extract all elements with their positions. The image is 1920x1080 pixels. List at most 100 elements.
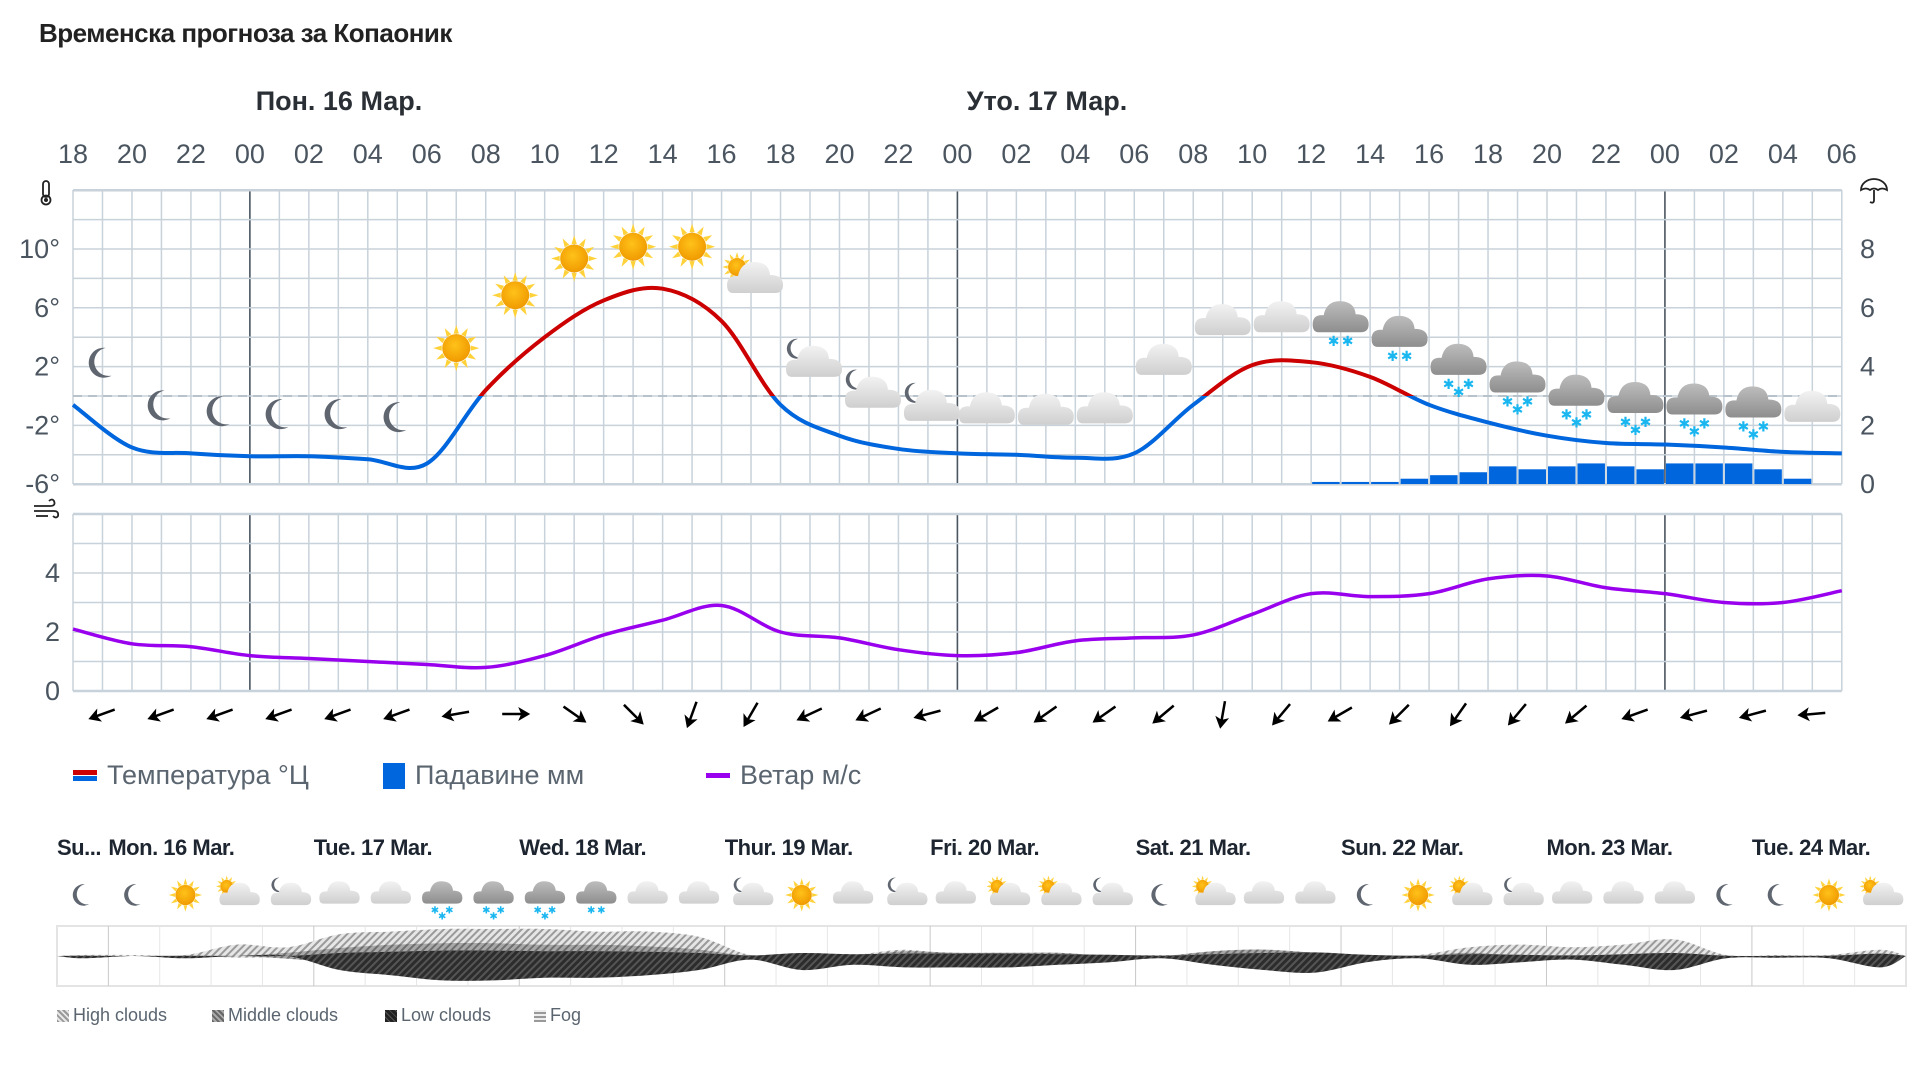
precip-bar: [1636, 469, 1664, 484]
weather-icon-moon: [206, 396, 230, 427]
weather-icon-cloud: [1076, 392, 1133, 424]
legend-middle-clouds: Middle clouds: [212, 1005, 338, 1026]
precip-bar: [1371, 481, 1399, 484]
wind-arrow-icon: [623, 703, 644, 725]
temp-axis-tick: 10°: [19, 234, 60, 264]
precip-bar: [1430, 475, 1458, 484]
overview-icon-moon-cloud: [733, 877, 774, 906]
hour-label: 14: [648, 139, 678, 169]
legend-low-clouds-label: Low clouds: [401, 1005, 492, 1025]
weather-icon-moon-cloud: [786, 338, 842, 377]
weather-icon-cloud: [1194, 304, 1251, 336]
weather-icon-moon: [147, 390, 171, 421]
svg-text:✱: ✱: [1328, 333, 1340, 349]
svg-text:✱: ✱: [1689, 424, 1701, 440]
overview-icon-sun-cloud: [1191, 875, 1236, 906]
weather-icon-cloud-light-snow: ✱ ✱: [1312, 301, 1369, 349]
overview-day-label: Sun. 22 Mar.: [1341, 835, 1464, 860]
svg-text:✱: ✱: [445, 906, 453, 917]
overview-icon-moon-cloud: [270, 877, 312, 906]
hour-label: 12: [589, 139, 619, 169]
wind-arrow-icon: [88, 708, 116, 722]
weather-icon-cloud-snow: ✱✱✱: [1725, 386, 1782, 442]
overview-icon-moon-cloud: [887, 877, 928, 906]
legend-temperature-swatch: [73, 770, 97, 781]
hour-label: 02: [1709, 139, 1739, 169]
day-header-tuesday: Уто. 17 Мар.: [966, 86, 1128, 116]
svg-text:✱: ✱: [1630, 422, 1642, 438]
weather-icon-cloud-light-snow: ✱ ✱: [1371, 315, 1428, 364]
high-clouds-swatch: [57, 1009, 69, 1022]
legend-precipitation-swatch: [383, 762, 405, 789]
precip-bar: [1754, 469, 1782, 484]
hour-label: 06: [1119, 139, 1149, 169]
day-header-monday: Пон. 16 Мар.: [255, 86, 423, 116]
legend-wind-label: Ветар м/с: [740, 760, 862, 790]
hour-label: 08: [1178, 139, 1208, 169]
wind-arrow-icon: [383, 708, 410, 722]
hour-label: 10: [530, 139, 560, 169]
precip-bar: [1695, 463, 1723, 484]
legend-temperature-label: Температура °Ц: [107, 760, 309, 790]
weather-icon-sun: [433, 325, 480, 372]
precip-bar: [1518, 469, 1546, 484]
wind-arrow-icon: [743, 702, 759, 727]
overview-icon-cloud: [319, 881, 360, 904]
wind-icon: [34, 498, 60, 519]
svg-text:✱: ✱: [597, 906, 605, 917]
svg-text:✱: ✱: [482, 906, 490, 917]
overview-day-label: Sat. 21 Mar.: [1135, 835, 1252, 860]
weather-icon-moon-cloud: [844, 369, 901, 408]
wind-arrow-icon: [1327, 706, 1353, 722]
svg-text:✱: ✱: [1581, 407, 1593, 423]
overview-icon-sun: [785, 878, 819, 912]
hour-label: 18: [765, 139, 795, 169]
svg-text:✱: ✱: [1453, 384, 1465, 400]
weather-icon-cloud: [1135, 343, 1192, 375]
legend-high-clouds: High clouds: [57, 1005, 167, 1026]
overview-icon-sun: [168, 878, 203, 912]
weather-icon-cloud-snow: ✱✱✱: [1430, 343, 1487, 400]
weather-icon-moon: [265, 399, 289, 430]
overview-day-label: Mon. 16 Mar.: [108, 835, 235, 860]
svg-text:✱: ✱: [1401, 348, 1413, 364]
wind-arrow-icon: [973, 706, 999, 722]
weather-icon-moon: [383, 402, 407, 433]
overview-icon-cloud-snow: ✱✱✱: [422, 881, 463, 922]
wind-arrow-icon: [206, 708, 234, 722]
legend-wind-swatch: [706, 773, 730, 778]
wind-arrow-icon: [1388, 703, 1410, 725]
overview-icon-cloud-snow: ✱✱✱: [524, 881, 566, 922]
overview-day-label: Tue. 17 Mar.: [313, 835, 433, 860]
overview-icon-moon: [1356, 884, 1374, 906]
wind-arrow-icon: [1797, 707, 1826, 722]
wind-arrow-icon: [1738, 708, 1767, 722]
overview-icon-moon: [72, 884, 90, 906]
legend-wind: Ветар м/с: [706, 760, 861, 791]
hour-label: 16: [707, 139, 737, 169]
wind-arrow-icon: [1092, 705, 1117, 723]
thermometer-icon: [40, 180, 52, 206]
weather-icon-moon: [88, 347, 112, 378]
legend-precipitation: Падавине мм: [383, 760, 584, 791]
legend-fog: Fog: [534, 1005, 581, 1026]
precip-bar: [1459, 472, 1488, 484]
wind-series: [72, 573, 1843, 670]
svg-text:✱: ✱: [438, 911, 446, 922]
temperature-series: [71, 285, 1842, 470]
hour-label: 12: [1296, 139, 1326, 169]
overview-icon-sun-cloud: [986, 875, 1031, 906]
svg-text:✱: ✱: [1561, 407, 1573, 423]
svg-text:✱: ✱: [1443, 376, 1455, 392]
fog-swatch: [534, 1009, 546, 1022]
wind-arrow-icon: [684, 701, 698, 729]
precip-bar: [1665, 463, 1694, 484]
hour-label: 22: [1591, 139, 1621, 169]
wind-arrow-icon: [502, 707, 531, 721]
wind-arrow-icon: [441, 707, 470, 722]
temp-axis-tick: -2°: [25, 410, 60, 440]
overview-icon-cloud-light-snow: ✱ ✱: [576, 881, 617, 917]
weather-icon-moon-cloud: [903, 382, 960, 421]
precip-bar: [1577, 463, 1605, 484]
